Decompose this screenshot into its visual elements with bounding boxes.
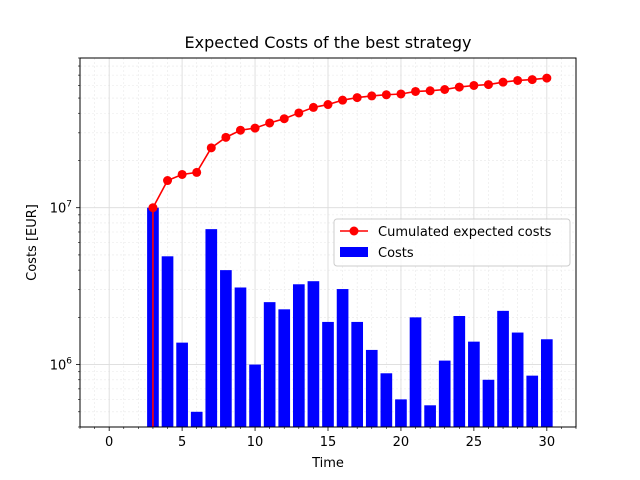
cumulated-point bbox=[148, 203, 158, 213]
cost-bar bbox=[234, 287, 247, 427]
cumulated-point bbox=[411, 86, 421, 96]
cumulated-point bbox=[498, 77, 508, 87]
x-tick-label: 10 bbox=[247, 435, 264, 450]
cumulated-point bbox=[308, 102, 318, 112]
cumulated-point bbox=[440, 85, 450, 95]
cumulated-point bbox=[483, 80, 493, 90]
legend: Cumulated expected costs Costs bbox=[333, 218, 571, 267]
line-series bbox=[148, 73, 552, 427]
cumulated-point bbox=[381, 90, 391, 100]
cost-bar bbox=[409, 317, 422, 427]
cumulated-point bbox=[338, 95, 348, 105]
cost-bar bbox=[351, 321, 364, 427]
legend-bar-label: Costs bbox=[378, 246, 414, 261]
cumulated-point bbox=[454, 82, 464, 92]
x-tick-label: 5 bbox=[178, 435, 186, 450]
legend-line-marker bbox=[349, 226, 359, 236]
y-axis-title: Costs [EUR] bbox=[25, 204, 40, 281]
cumulated-point bbox=[250, 123, 260, 133]
cumulated-point bbox=[425, 86, 435, 96]
x-tick-label: 25 bbox=[466, 435, 483, 450]
cumulated-point bbox=[206, 143, 216, 153]
legend-line-label: Cumulated expected costs bbox=[378, 225, 552, 240]
legend-box bbox=[333, 218, 571, 267]
cumulated-point bbox=[396, 89, 406, 99]
chart-title: Expected Costs of the best strategy bbox=[184, 33, 471, 52]
cumulated-point bbox=[192, 167, 202, 177]
cost-bar bbox=[482, 379, 495, 427]
cost-bar bbox=[540, 339, 553, 427]
legend-bar-swatch bbox=[340, 247, 368, 257]
cost-bar bbox=[424, 405, 436, 427]
cost-bar bbox=[336, 289, 349, 427]
cumulated-point bbox=[163, 176, 173, 186]
cost-bar bbox=[263, 302, 276, 427]
cumulated-point bbox=[235, 125, 245, 135]
cost-bar bbox=[220, 270, 232, 427]
cost-bar bbox=[380, 373, 393, 427]
cost-bar bbox=[365, 349, 378, 427]
y-tick-label: 106 bbox=[50, 357, 73, 374]
cost-bar bbox=[176, 342, 188, 427]
cumulated-point bbox=[323, 100, 333, 110]
x-tick-label: 30 bbox=[539, 435, 556, 450]
cost-bar bbox=[453, 315, 466, 427]
x-tick-label: 0 bbox=[105, 435, 113, 450]
y-tick-label: 107 bbox=[50, 200, 72, 217]
x-tick-label: 15 bbox=[320, 435, 337, 450]
cost-bar bbox=[468, 341, 480, 427]
cumulated-point bbox=[265, 118, 275, 128]
cost-bar bbox=[497, 310, 509, 427]
cumulated-point bbox=[367, 91, 377, 101]
cost-bar bbox=[322, 321, 334, 427]
cumulated-point bbox=[294, 108, 304, 118]
cost-bar bbox=[526, 375, 539, 427]
cost-bar bbox=[205, 229, 218, 427]
cost-bar bbox=[511, 332, 524, 427]
cost-bar bbox=[161, 256, 174, 427]
cumulated-line bbox=[152, 77, 547, 209]
axis-ticks: 0 5 10 15 20 25 30 106 107 bbox=[50, 57, 577, 450]
cost-bar bbox=[292, 284, 305, 427]
x-axis-title: Time bbox=[311, 456, 344, 471]
x-tick-label: 20 bbox=[393, 435, 410, 450]
cumulated-point bbox=[279, 114, 289, 124]
cumulated-point bbox=[527, 75, 537, 85]
cumulated-point bbox=[469, 80, 479, 90]
cost-bar bbox=[249, 364, 261, 427]
cumulated-point bbox=[221, 132, 231, 142]
cost-bar bbox=[395, 399, 407, 427]
cumulated-point bbox=[177, 169, 187, 179]
cumulated-point bbox=[352, 93, 362, 103]
cost-bar bbox=[307, 281, 320, 427]
cumulated-point bbox=[513, 75, 523, 85]
cost-bar bbox=[438, 360, 451, 427]
cumulated-point bbox=[542, 73, 552, 83]
cost-bar bbox=[190, 411, 203, 427]
cost-bar bbox=[278, 309, 291, 427]
